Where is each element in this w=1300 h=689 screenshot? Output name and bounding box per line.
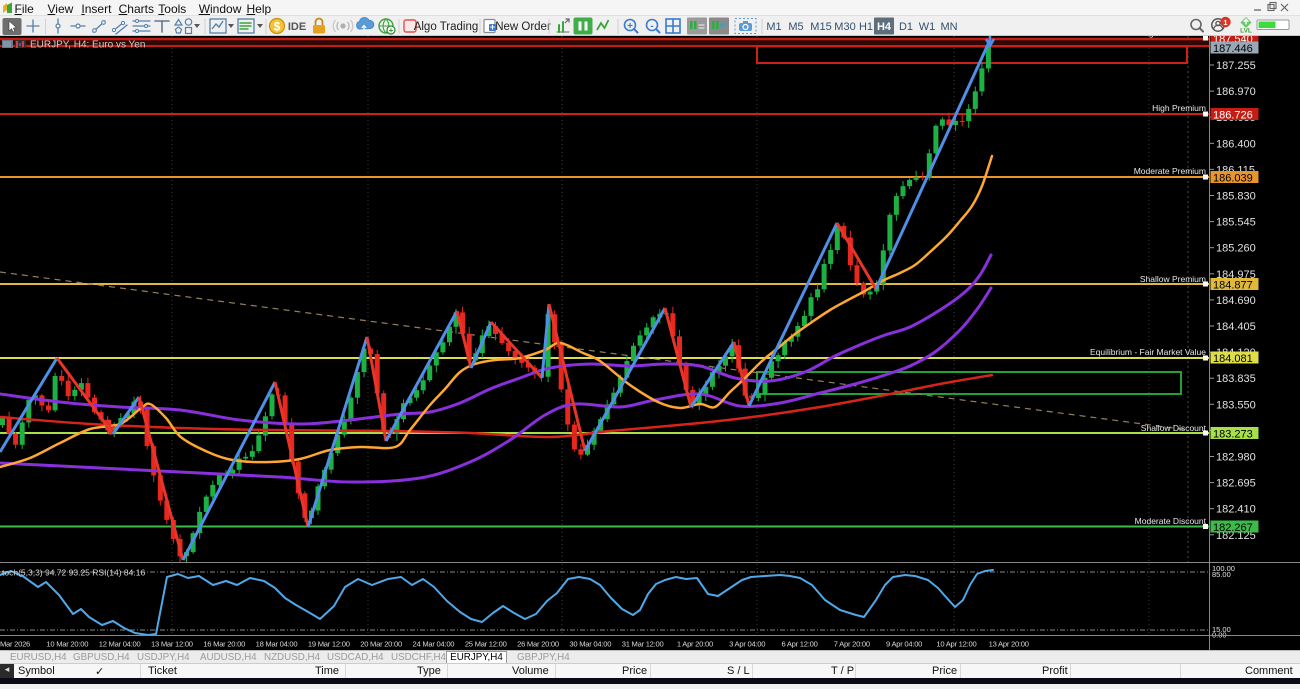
svg-text:182.695: 182.695 xyxy=(1216,478,1256,490)
svg-text:Highest Premium: Highest Premium xyxy=(1141,36,1206,38)
svg-text:M5: M5 xyxy=(788,21,803,33)
svg-text:100.00: 100.00 xyxy=(1212,564,1235,573)
svg-text:Shallow Premium: Shallow Premium xyxy=(1140,274,1206,284)
svg-text:182.267: 182.267 xyxy=(1213,522,1253,534)
svg-text:12 Mar 04:00: 12 Mar 04:00 xyxy=(99,640,141,649)
svg-text:85.00: 85.00 xyxy=(1212,570,1231,579)
svg-text:184.877: 184.877 xyxy=(1213,280,1253,292)
svg-text:+: + xyxy=(389,26,394,35)
svg-text:$: $ xyxy=(274,20,281,34)
svg-text:184.405: 184.405 xyxy=(1216,321,1256,333)
svg-text:19 Mar 12:00: 19 Mar 12:00 xyxy=(308,640,350,649)
svg-text:185.545: 185.545 xyxy=(1216,217,1256,229)
svg-text:13 Apr 20:00: 13 Apr 20:00 xyxy=(989,640,1029,649)
svg-text:3 Apr 04:00: 3 Apr 04:00 xyxy=(729,640,765,649)
svg-text:15.00: 15.00 xyxy=(1212,625,1231,634)
svg-text:187.446: 187.446 xyxy=(1213,43,1253,55)
svg-text:Moderate Premium: Moderate Premium xyxy=(1134,166,1206,176)
svg-text:187.255: 187.255 xyxy=(1216,60,1256,72)
svg-text:183.273: 183.273 xyxy=(1213,429,1253,441)
svg-text:High Premium: High Premium xyxy=(1152,103,1206,113)
svg-text:25 Mar 12:00: 25 Mar 12:00 xyxy=(465,640,507,649)
svg-text:IDE: IDE xyxy=(288,21,306,33)
svg-text:EURJPY, H4: Euro vs Yen: EURJPY, H4: Euro vs Yen xyxy=(30,40,145,51)
svg-text:183.835: 183.835 xyxy=(1216,373,1256,385)
svg-text:10 Mar 20:00: 10 Mar 20:00 xyxy=(46,640,88,649)
svg-text:186.039: 186.039 xyxy=(1213,173,1253,185)
svg-text:+: + xyxy=(627,21,633,32)
svg-text:182.125: 182.125 xyxy=(1216,530,1256,542)
svg-text:LVL: LVL xyxy=(1240,28,1252,35)
svg-text:186.970: 186.970 xyxy=(1216,86,1256,98)
svg-text:Shallow Discount: Shallow Discount xyxy=(1141,423,1207,433)
svg-text:Moderate Discount: Moderate Discount xyxy=(1135,516,1207,526)
svg-text:9 Apr 04:00: 9 Apr 04:00 xyxy=(886,640,922,649)
svg-text:18 Mar 04:00: 18 Mar 04:00 xyxy=(256,640,298,649)
svg-text:183.550: 183.550 xyxy=(1216,399,1256,411)
svg-text:6 Apr 12:00: 6 Apr 12:00 xyxy=(781,640,817,649)
svg-text:Mar 2026: Mar 2026 xyxy=(0,640,30,649)
svg-text:186.400: 186.400 xyxy=(1216,138,1256,150)
svg-text:10 Apr 12:00: 10 Apr 12:00 xyxy=(936,640,976,649)
svg-text:W1: W1 xyxy=(919,21,936,33)
svg-text:M1: M1 xyxy=(766,21,781,33)
svg-text:20 Mar 20:00: 20 Mar 20:00 xyxy=(360,640,402,649)
svg-text:30 Mar 04:00: 30 Mar 04:00 xyxy=(569,640,611,649)
svg-text:M30: M30 xyxy=(834,21,855,33)
svg-text:H1: H1 xyxy=(859,21,873,33)
svg-text:New Order: New Order xyxy=(495,21,551,33)
svg-text:+: + xyxy=(490,22,495,32)
svg-text:182.980: 182.980 xyxy=(1216,452,1256,464)
svg-text:M15: M15 xyxy=(810,21,831,33)
svg-text:7 Apr 20:00: 7 Apr 20:00 xyxy=(834,640,870,649)
svg-text:185.830: 185.830 xyxy=(1216,191,1256,203)
svg-text:1 Apr 20:00: 1 Apr 20:00 xyxy=(677,640,713,649)
svg-text:toch(5,3,3) 94.72 93.25 RSI(14: toch(5,3,3) 94.72 93.25 RSI(14) 84.16 xyxy=(2,568,145,578)
svg-text:13 Mar 12:00: 13 Mar 12:00 xyxy=(151,640,193,649)
svg-text:184.081: 184.081 xyxy=(1213,353,1253,365)
svg-text:MN: MN xyxy=(940,21,957,33)
svg-text:31 Mar 12:00: 31 Mar 12:00 xyxy=(622,640,664,649)
svg-text:1: 1 xyxy=(1223,18,1227,27)
svg-text:186.726: 186.726 xyxy=(1213,110,1253,122)
svg-text:-: - xyxy=(650,21,653,32)
svg-text:16 Mar 20:00: 16 Mar 20:00 xyxy=(203,640,245,649)
svg-text:185.260: 185.260 xyxy=(1216,243,1256,255)
svg-text:24 Mar 04:00: 24 Mar 04:00 xyxy=(413,640,455,649)
svg-text:184.690: 184.690 xyxy=(1216,295,1256,307)
svg-text:26 Mar 20:00: 26 Mar 20:00 xyxy=(517,640,559,649)
svg-text:184.975: 184.975 xyxy=(1216,269,1256,281)
svg-text:182.410: 182.410 xyxy=(1216,504,1256,516)
svg-text:D1: D1 xyxy=(899,21,913,33)
svg-text:Equilibrium - Fair Market Valu: Equilibrium - Fair Market Value xyxy=(1090,347,1206,357)
svg-text:H4: H4 xyxy=(877,21,892,33)
svg-text:Algo Trading: Algo Trading xyxy=(414,21,479,33)
